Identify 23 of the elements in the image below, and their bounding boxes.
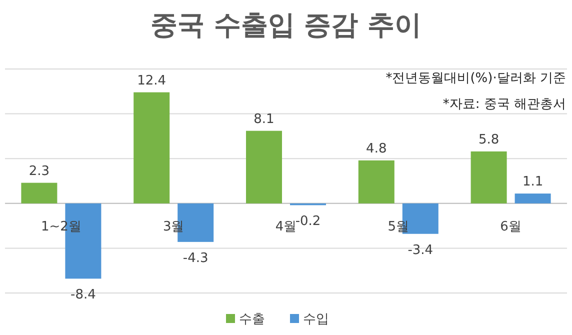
legend-label: 수출: [239, 312, 265, 327]
bar: [358, 160, 394, 204]
data-label: 2.3: [28, 164, 50, 179]
bar: [134, 92, 170, 204]
chart-title: 중국 수출입 증감 추이: [150, 10, 422, 41]
annotation: *전년동월대비(%)·달러화 기준: [386, 71, 566, 86]
data-label: 1.1: [522, 174, 544, 190]
legend-label: 수입: [303, 312, 329, 327]
data-label: 8.1: [254, 112, 274, 127]
bar: [246, 130, 282, 204]
data-label: -0.2: [295, 214, 321, 230]
data-label: -4.3: [182, 250, 208, 266]
bar: [21, 182, 58, 204]
x-tick-label: 6월: [500, 219, 522, 234]
data-label: -8.4: [70, 288, 96, 303]
bar: [514, 194, 551, 204]
data-label: 12.4: [137, 73, 166, 88]
annotation: *자료: 중국 해관총서: [442, 97, 566, 112]
x-tick-label: 4월: [275, 219, 297, 234]
data-label: 5.8: [478, 132, 500, 148]
data-label: -3.4: [408, 242, 434, 258]
data-label: 4.8: [366, 141, 387, 156]
bar: [470, 151, 507, 204]
